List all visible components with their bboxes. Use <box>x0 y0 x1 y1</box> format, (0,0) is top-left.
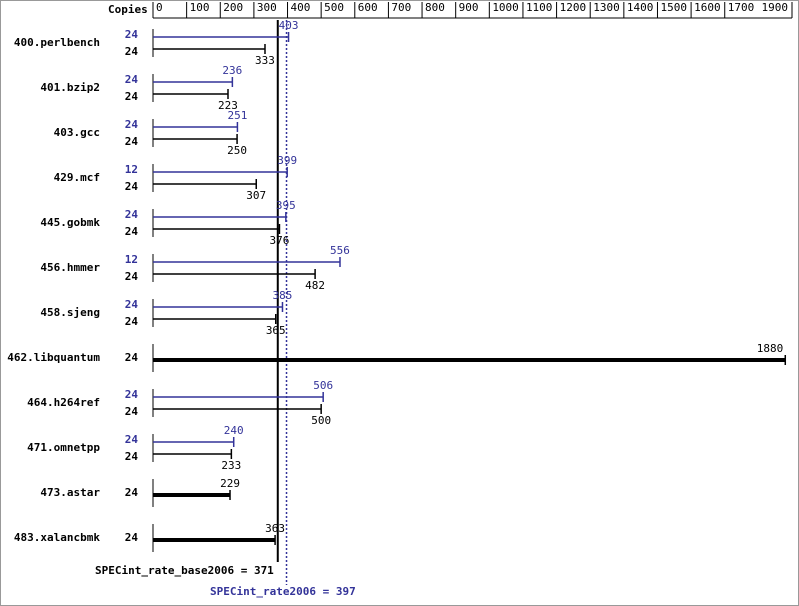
x-tick-label: 800 <box>425 1 445 14</box>
copies-label: 24 <box>125 90 139 103</box>
copies-label: 12 <box>125 253 138 266</box>
category-label: 429.mcf <box>54 171 100 184</box>
x-tick-label: 300 <box>257 1 277 14</box>
value-label: 363 <box>265 522 285 535</box>
value-label: 482 <box>305 279 325 292</box>
copies-label: 24 <box>125 225 139 238</box>
value-label: 240 <box>224 424 244 437</box>
copies-label: 24 <box>125 450 139 463</box>
category-label: 403.gcc <box>54 126 100 139</box>
value-label: 333 <box>255 54 275 67</box>
value-label: 395 <box>276 199 296 212</box>
x-tick-label: 100 <box>190 1 210 14</box>
value-label: 403 <box>279 19 299 32</box>
copies-label: 12 <box>125 163 138 176</box>
value-label: 376 <box>270 234 290 247</box>
x-tick-label: 1700 <box>728 1 755 14</box>
x-tick-label: 0 <box>156 1 163 14</box>
x-tick-label: 1300 <box>593 1 620 14</box>
copies-label: 24 <box>125 135 139 148</box>
value-label: 1880 <box>757 342 784 355</box>
value-label: 385 <box>273 289 293 302</box>
value-label: 506 <box>313 379 333 392</box>
copies-label: 24 <box>125 28 139 41</box>
category-label: 471.omnetpp <box>27 441 100 454</box>
copies-label: 24 <box>125 405 139 418</box>
x-tick-label: 900 <box>459 1 479 14</box>
x-tick-label: 600 <box>358 1 378 14</box>
value-label: 365 <box>266 324 286 337</box>
reference-label: SPECint_rate2006 = 397 <box>210 585 356 598</box>
copies-header: Copies <box>108 3 148 16</box>
copies-label: 24 <box>125 486 139 499</box>
category-label: 456.hmmer <box>40 261 100 274</box>
category-label: 464.h264ref <box>27 396 100 409</box>
value-label: 229 <box>220 477 240 490</box>
x-tick-label: 1200 <box>560 1 587 14</box>
category-label: 400.perlbench <box>14 36 100 49</box>
copies-label: 24 <box>125 315 139 328</box>
category-label: 445.gobmk <box>40 216 100 229</box>
x-tick-label: 1900 <box>762 1 789 14</box>
x-tick-label: 400 <box>291 1 311 14</box>
value-label: 223 <box>218 99 238 112</box>
value-label: 399 <box>277 154 297 167</box>
category-label: 401.bzip2 <box>40 81 100 94</box>
category-label: 462.libquantum <box>7 351 100 364</box>
value-label: 236 <box>222 64 242 77</box>
value-label: 233 <box>221 459 241 472</box>
x-tick-label: 1100 <box>526 1 553 14</box>
copies-label: 24 <box>125 73 139 86</box>
category-label: 473.astar <box>40 486 100 499</box>
x-tick-label: 700 <box>391 1 411 14</box>
value-label: 556 <box>330 244 350 257</box>
value-label: 307 <box>246 189 266 202</box>
x-tick-label: 200 <box>223 1 243 14</box>
copies-label: 24 <box>125 180 139 193</box>
value-label: 500 <box>311 414 331 427</box>
x-tick-label: 1600 <box>694 1 721 14</box>
copies-label: 24 <box>125 531 139 544</box>
copies-label: 24 <box>125 118 139 131</box>
value-label: 250 <box>227 144 247 157</box>
copies-label: 24 <box>125 351 139 364</box>
reference-label: SPECint_rate_base2006 = 371 <box>95 564 274 577</box>
x-tick-label: 500 <box>324 1 344 14</box>
x-tick-label: 1000 <box>492 1 519 14</box>
copies-label: 24 <box>125 433 139 446</box>
x-tick-label: 1500 <box>660 1 687 14</box>
copies-label: 24 <box>125 298 139 311</box>
copies-label: 24 <box>125 388 139 401</box>
x-tick-label: 1400 <box>627 1 654 14</box>
category-label: 483.xalancbmk <box>14 531 100 544</box>
value-label: 251 <box>227 109 247 122</box>
category-label: 458.sjeng <box>40 306 100 319</box>
copies-label: 24 <box>125 45 139 58</box>
copies-label: 24 <box>125 208 139 221</box>
copies-label: 24 <box>125 270 139 283</box>
